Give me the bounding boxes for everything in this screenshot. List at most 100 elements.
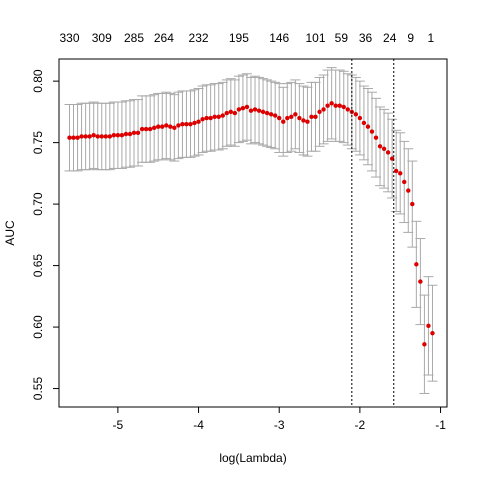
- data-point: [414, 262, 419, 267]
- top-axis-label: 24: [383, 31, 397, 45]
- data-point: [252, 107, 258, 112]
- data-point: [317, 109, 322, 115]
- data-point: [285, 115, 290, 121]
- top-axis-label: 36: [359, 31, 373, 45]
- x-axis-title: log(Lambda): [219, 451, 286, 465]
- y-axis-title: AUC: [3, 220, 17, 246]
- top-axis-label: 195: [229, 31, 249, 45]
- data-point: [139, 126, 145, 132]
- y-tick-label: 0.70: [31, 192, 45, 216]
- data-point: [325, 103, 330, 108]
- data-point: [329, 101, 334, 106]
- data-points: [67, 101, 435, 347]
- data-point: [83, 134, 88, 139]
- data-point: [111, 133, 117, 138]
- data-point: [192, 120, 197, 126]
- x-tick-label: -1: [435, 418, 446, 432]
- data-point: [172, 125, 177, 131]
- data-point: [389, 156, 395, 161]
- data-point: [176, 123, 181, 128]
- data-point: [232, 110, 238, 116]
- top-axis-label: 59: [335, 31, 349, 45]
- data-point: [156, 124, 161, 129]
- x-tick-label: -5: [113, 418, 124, 432]
- data-point: [131, 130, 137, 135]
- data-point: [337, 103, 342, 108]
- data-point: [95, 134, 100, 139]
- top-axis-label: 330: [59, 31, 79, 45]
- y-tick-label: 0.60: [31, 315, 45, 339]
- data-point: [164, 123, 169, 128]
- data-point: [240, 105, 246, 111]
- data-point: [236, 107, 242, 112]
- data-point: [119, 133, 125, 138]
- data-point: [99, 134, 104, 139]
- data-point: [365, 124, 371, 129]
- data-point: [353, 112, 359, 117]
- data-point: [67, 135, 72, 140]
- x-axis: -5 -4 -3 -2 -1: [113, 407, 446, 432]
- data-point: [180, 121, 185, 127]
- data-point: [393, 168, 399, 174]
- data-point: [333, 103, 338, 108]
- data-point: [264, 110, 270, 116]
- data-point: [135, 130, 141, 135]
- data-point: [357, 115, 363, 121]
- y-tick-label: 0.80: [31, 69, 45, 93]
- data-point: [200, 117, 205, 122]
- data-point: [143, 126, 149, 132]
- data-point: [301, 118, 306, 123]
- top-axis-label: 146: [269, 31, 289, 45]
- top-axis-label: 232: [189, 31, 209, 45]
- data-point: [309, 114, 314, 119]
- data-point: [188, 121, 193, 127]
- data-point: [426, 323, 431, 329]
- top-axis-label: 309: [92, 31, 112, 45]
- data-point: [91, 133, 96, 138]
- data-point: [75, 135, 80, 140]
- data-point: [224, 110, 229, 116]
- top-axis-label: 264: [154, 31, 174, 45]
- data-point: [196, 119, 201, 124]
- data-point: [228, 109, 234, 115]
- data-point: [87, 134, 92, 139]
- data-point: [402, 179, 407, 185]
- data-point: [248, 108, 254, 113]
- top-axis-label: 101: [305, 31, 325, 45]
- x-tick-label: -4: [193, 418, 204, 432]
- data-point: [430, 331, 435, 336]
- top-axis-label: 1: [428, 31, 435, 45]
- data-point: [151, 125, 157, 131]
- data-point: [345, 107, 350, 112]
- top-axis-label: 9: [407, 31, 414, 45]
- y-axis: 0.55 0.60 0.65 0.70 0.75 0.80: [31, 69, 59, 400]
- data-point: [160, 124, 165, 129]
- plot-frame: [58, 58, 448, 408]
- data-point: [71, 135, 76, 140]
- data-point: [244, 104, 250, 110]
- y-tick-label: 0.65: [31, 254, 45, 278]
- y-tick-label: 0.55: [31, 377, 45, 401]
- data-point: [321, 107, 326, 112]
- data-point: [406, 188, 411, 193]
- data-point: [385, 150, 391, 155]
- data-point: [277, 115, 282, 121]
- data-point: [208, 115, 213, 121]
- data-point: [147, 126, 153, 132]
- data-point: [184, 121, 189, 127]
- data-point: [204, 115, 209, 121]
- data-point: [398, 171, 403, 176]
- data-point: [281, 119, 286, 124]
- data-point: [260, 109, 266, 115]
- data-point: [212, 114, 217, 119]
- x-tick-label: -3: [274, 418, 285, 432]
- top-axis-labels: 330 309 285 264 232 195 146 101 59 36 24 9 1: [59, 31, 434, 45]
- data-point: [289, 114, 294, 119]
- x-tick-label: -2: [355, 418, 366, 432]
- reference-lines: [351, 59, 395, 407]
- data-point: [268, 112, 274, 117]
- data-point: [79, 134, 84, 139]
- data-point: [256, 108, 262, 113]
- data-point: [103, 134, 108, 139]
